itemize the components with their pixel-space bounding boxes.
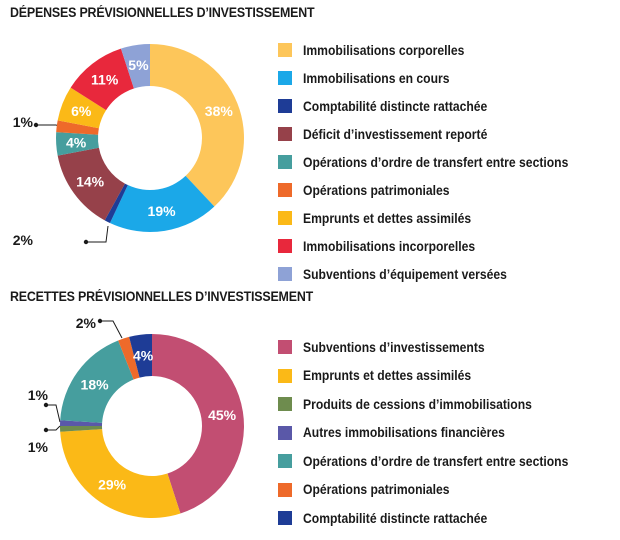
legend-item-emprunts-et-dettes-assimiles: Emprunts et dettes assimilés: [278, 362, 598, 391]
donut-slice-operations-d-ordre-de-transfert-entre-sections: [60, 340, 134, 423]
legend-swatch: [278, 43, 292, 57]
legend-label: Subventions d’investissements: [303, 339, 485, 355]
data-label-comptabilite-distincte-rattachee: 4%: [133, 348, 154, 364]
data-label-subventions-d-investissements: 45%: [208, 407, 237, 423]
legend-item-comptabilite-distincte-rattachee: Comptabilité distincte rattachée: [278, 504, 598, 533]
legend-swatch: [278, 183, 292, 197]
legend-item-operations-patrimoniales: Opérations patrimoniales: [278, 176, 598, 204]
legend-swatch: [278, 99, 292, 113]
legend-item-immobilisations-en-cours: Immobilisations en cours: [278, 64, 598, 92]
legend-label: Immobilisations incorporelles: [303, 238, 476, 254]
donut-slice-subventions-d-investissements: [152, 334, 244, 514]
data-label-operations-d-ordre-de-transfert-entre-sections: 4%: [66, 135, 87, 151]
legend-item-comptabilite-distincte-rattachee: Comptabilité distincte rattachée: [278, 92, 598, 120]
legend-label: Opérations patrimoniales: [303, 182, 450, 198]
legend-label: Autres immobilisations financières: [303, 425, 505, 441]
legend-swatch: [278, 425, 292, 440]
donut-slice-emprunts-et-dettes-assimiles: [60, 429, 181, 518]
legend-label: Immobilisations en cours: [303, 70, 450, 86]
legend-depenses: Immobilisations corporelles Immobilisatio…: [278, 36, 598, 288]
data-label-subventions-d-equipement-versees: 5%: [128, 57, 149, 73]
callout-dot: [83, 239, 89, 245]
legend-item-produits-de-cessions-d-immobilisations: Produits de cessions d’immobilisations: [278, 390, 598, 419]
legend-label: Emprunts et dettes assimilés: [303, 368, 472, 384]
callout-line: [36, 124, 60, 127]
data-label-immobilisations-en-cours: 19%: [148, 203, 177, 219]
legend-label: Comptabilité distincte rattachée: [303, 98, 488, 114]
chart-title-depenses: DÉPENSES PRÉVISIONNELLES D’INVESTISSEMEN…: [10, 5, 315, 20]
legend-label: Déficit d’investissement reporté: [303, 126, 488, 142]
callout-dot: [43, 402, 49, 408]
legend-item-operations-d-ordre-de-transfert-entre-sections: Opérations d’ordre de transfert entre se…: [278, 447, 598, 476]
legend-swatch: [278, 511, 292, 526]
legend-swatch: [278, 267, 292, 281]
legend-item-operations-patrimoniales: Opérations patrimoniales: [278, 476, 598, 505]
donut-slice-produits-de-cessions-d-immobilisations: [60, 426, 103, 432]
legend-label: Immobilisations corporelles: [303, 42, 465, 58]
legend-label: Opérations d’ordre de transfert entre se…: [303, 154, 569, 170]
legend-item-subventions-d-equipement-versees: Subventions d’équipement versées: [278, 260, 598, 288]
data-label-operations-patrimoniales: 2%: [13, 232, 34, 248]
legend-swatch: [278, 239, 292, 253]
donut-slice-comptabilite-distincte-rattachee: [129, 334, 152, 378]
legend-swatch: [278, 155, 292, 169]
legend-recettes: Subventions d’investissements Emprunts et…: [278, 333, 598, 533]
legend-item-operations-d-ordre-de-transfert-entre-sections: Opérations d’ordre de transfert entre se…: [278, 148, 598, 176]
chart-title-recettes: RECETTES PRÉVISIONNELLES D’INVESTISSEMEN…: [10, 289, 314, 304]
legend-label: Opérations d’ordre de transfert entre se…: [303, 453, 569, 469]
legend-item-deficit-d-investissement-reporte: Déficit d’investissement reporté: [278, 120, 598, 148]
donut-chart-recettes: 45% 29% 1% 1% 18% 2% 4%: [28, 315, 244, 518]
donut-slice-immobilisations-incorporelles: [70, 48, 134, 111]
donut-slice-operations-d-ordre-de-transfert-entre-sections: [55, 132, 99, 156]
callout-line: [86, 225, 109, 243]
data-label-operations-d-ordre-de-transfert-entre-sections: 18%: [81, 376, 110, 392]
donut-slice-operations-patrimoniales: [118, 336, 140, 380]
callout-line: [46, 404, 61, 423]
legend-swatch: [278, 368, 292, 383]
data-label-deficit-d-investissement-reporte: 14%: [76, 173, 105, 189]
data-label-comptabilite-distincte-rattachee: 1%: [13, 114, 34, 130]
legend-item-subventions-d-investissements: Subventions d’investissements: [278, 333, 598, 362]
donut-slice-immobilisations-corporelles: [150, 44, 244, 207]
legend-swatch: [278, 482, 292, 497]
callout-dot: [43, 427, 49, 433]
legend-label: Subventions d’équipement versées: [303, 266, 507, 282]
legend-swatch: [278, 211, 292, 225]
data-label-autres-immobilisations-financieres: 1%: [28, 439, 49, 455]
donut-slice-operations-patrimoniales: [56, 120, 99, 135]
legend-label: Produits de cessions d’immobilisations: [303, 396, 532, 412]
donut-slice-deficit-d-investissement-reporte: [57, 147, 125, 221]
data-label-immobilisations-corporelles: 38%: [205, 103, 234, 119]
legend-item-immobilisations-incorporelles: Immobilisations incorporelles: [278, 232, 598, 260]
legend-item-autres-immobilisations-financieres: Autres immobilisations financières: [278, 419, 598, 448]
donut-slice-emprunts-et-dettes-assimiles: [57, 87, 107, 129]
legend-label: Comptabilité distincte rattachée: [303, 510, 488, 526]
legend-swatch: [278, 71, 292, 85]
legend-item-emprunts-et-dettes-assimiles: Emprunts et dettes assimilés: [278, 204, 598, 232]
legend-swatch: [278, 340, 292, 355]
legend-item-immobilisations-corporelles: Immobilisations corporelles: [278, 36, 598, 64]
data-label-emprunts-et-dettes-assimiles: 29%: [98, 477, 127, 493]
legend-label: Opérations patrimoniales: [303, 482, 450, 498]
legend-swatch: [278, 127, 292, 141]
donut-slice-subventions-d-equipement-versees: [120, 44, 150, 89]
data-label-operations-patrimoniales: 2%: [76, 315, 97, 331]
callout-dot: [33, 122, 39, 128]
donut-slice-immobilisations-en-cours: [109, 175, 215, 232]
donut-slice-autres-immobilisations-financieres: [60, 420, 103, 426]
callout-dot: [97, 318, 103, 324]
callout-line: [46, 425, 61, 431]
callout-line: [100, 320, 123, 339]
donut-slice-comptabilite-distincte-rattachee: [104, 183, 128, 224]
data-label-emprunts-et-dettes-assimiles: 6%: [71, 103, 92, 119]
donut-chart-depenses: 38% 19% 1% 14% 4% 2% 6% 11% 5%: [13, 44, 244, 248]
data-label-produits-de-cessions-d-immobilisations: 1%: [28, 387, 49, 403]
legend-swatch: [278, 454, 292, 469]
legend-label: Emprunts et dettes assimilés: [303, 210, 472, 226]
legend-swatch: [278, 397, 292, 412]
data-label-immobilisations-incorporelles: 11%: [91, 72, 119, 88]
